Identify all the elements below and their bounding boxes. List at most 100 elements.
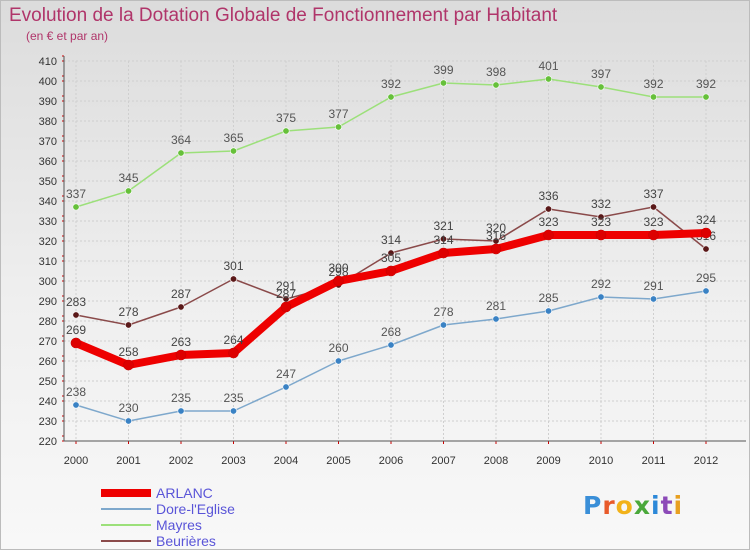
y-tick-label: 250 bbox=[39, 376, 57, 388]
logo-letter: P bbox=[583, 491, 603, 520]
data-label: 283 bbox=[66, 295, 86, 309]
y-tick-label: 320 bbox=[39, 236, 57, 248]
data-label: 314 bbox=[381, 233, 401, 247]
data-label: 291 bbox=[643, 279, 663, 293]
legend-item: ARLANC bbox=[101, 485, 301, 501]
data-point bbox=[649, 93, 657, 101]
data-label: 281 bbox=[486, 299, 506, 313]
data-point bbox=[72, 401, 80, 409]
y-tick-label: 340 bbox=[39, 196, 57, 208]
data-label: 397 bbox=[591, 67, 611, 81]
data-label: 278 bbox=[433, 305, 453, 319]
data-point bbox=[125, 417, 133, 425]
chart-subtitle: (en € et par an) bbox=[26, 29, 109, 43]
data-label: 298 bbox=[328, 265, 348, 279]
data-label: 377 bbox=[328, 107, 348, 121]
y-tick-label: 380 bbox=[39, 116, 57, 128]
x-tick-label: 2006 bbox=[379, 455, 403, 467]
y-tick-label: 230 bbox=[39, 416, 57, 428]
legend-label: Beurières bbox=[156, 533, 216, 549]
x-tick-label: 2012 bbox=[694, 455, 718, 467]
data-point bbox=[387, 249, 395, 257]
data-label: 300 bbox=[328, 261, 348, 275]
data-label: 305 bbox=[381, 251, 401, 265]
data-label: 398 bbox=[486, 65, 506, 79]
data-point bbox=[490, 243, 502, 255]
data-point bbox=[649, 203, 657, 211]
data-label: 323 bbox=[591, 215, 611, 229]
y-tick-label: 290 bbox=[39, 296, 57, 308]
data-point bbox=[544, 205, 552, 213]
data-label: 291 bbox=[276, 279, 296, 293]
y-tick-label: 330 bbox=[39, 216, 57, 228]
data-label: 235 bbox=[171, 391, 191, 405]
data-point bbox=[702, 287, 710, 295]
y-tick-label: 260 bbox=[39, 356, 57, 368]
data-point bbox=[387, 93, 395, 101]
series-mayres: 337 345 364 365 375 377 392 399 398 401 397 392 392 bbox=[66, 59, 716, 211]
data-point bbox=[177, 407, 185, 415]
data-point bbox=[230, 147, 238, 155]
data-point bbox=[439, 79, 447, 87]
y-tick-label: 400 bbox=[39, 76, 57, 88]
chart-title: Evolution de la Dotation Globale de Fonc… bbox=[9, 5, 558, 26]
legend-swatch bbox=[101, 524, 151, 526]
data-label: 295 bbox=[696, 271, 716, 285]
data-point bbox=[649, 295, 657, 303]
proxiti-logo: Proxiti bbox=[583, 491, 683, 520]
logo-letter: r bbox=[602, 491, 616, 520]
data-label: 345 bbox=[118, 171, 138, 185]
data-label: 230 bbox=[118, 401, 138, 415]
data-point bbox=[597, 213, 605, 221]
y-tick-label: 360 bbox=[39, 156, 57, 168]
data-point bbox=[387, 341, 395, 349]
data-point bbox=[597, 293, 605, 301]
x-tick-label: 2002 bbox=[169, 455, 193, 467]
data-point bbox=[72, 203, 80, 211]
y-tick-label: 270 bbox=[39, 336, 57, 348]
plot-area bbox=[64, 61, 747, 441]
data-point bbox=[230, 275, 238, 283]
x-tick-label: 2008 bbox=[484, 455, 508, 467]
data-label: 316 bbox=[486, 229, 506, 243]
data-point bbox=[125, 187, 133, 195]
data-label: 365 bbox=[223, 131, 243, 145]
data-label: 292 bbox=[591, 277, 611, 291]
data-point bbox=[544, 75, 552, 83]
data-label: 314 bbox=[433, 233, 453, 247]
data-point bbox=[177, 303, 185, 311]
x-tick-label: 2011 bbox=[642, 455, 666, 467]
data-label: 269 bbox=[66, 323, 86, 337]
data-point bbox=[123, 359, 134, 371]
data-label: 264 bbox=[223, 333, 243, 347]
data-label: 392 bbox=[696, 77, 716, 91]
data-point bbox=[282, 127, 290, 135]
data-point bbox=[175, 349, 187, 361]
x-tick-label: 2005 bbox=[326, 455, 350, 467]
legend-label: ARLANC bbox=[156, 485, 213, 501]
data-point bbox=[439, 321, 447, 329]
series-arlanc: 269 258 263 264 287 300 305 314 316 323 323 323 324 bbox=[66, 213, 716, 371]
data-label: 337 bbox=[66, 187, 86, 201]
data-label: 401 bbox=[538, 59, 558, 73]
data-label: 392 bbox=[643, 77, 663, 91]
data-label: 392 bbox=[381, 77, 401, 91]
legend-swatch bbox=[101, 540, 151, 542]
logo-letter: t bbox=[660, 491, 674, 520]
data-point bbox=[438, 247, 449, 259]
data-point bbox=[70, 337, 82, 349]
data-label: 260 bbox=[328, 341, 348, 355]
y-tick-label: 370 bbox=[39, 136, 57, 148]
data-label: 247 bbox=[276, 367, 296, 381]
data-point bbox=[72, 311, 80, 319]
data-point bbox=[334, 123, 342, 131]
data-label: 238 bbox=[66, 385, 86, 399]
data-point bbox=[700, 227, 712, 239]
y-tick-label: 410 bbox=[39, 56, 57, 68]
data-label: 375 bbox=[276, 111, 296, 125]
x-tick-label: 2010 bbox=[589, 455, 613, 467]
data-point bbox=[597, 83, 605, 91]
logo-letter: o bbox=[615, 491, 634, 520]
legend-label: Dore-l'Eglise bbox=[156, 501, 235, 517]
